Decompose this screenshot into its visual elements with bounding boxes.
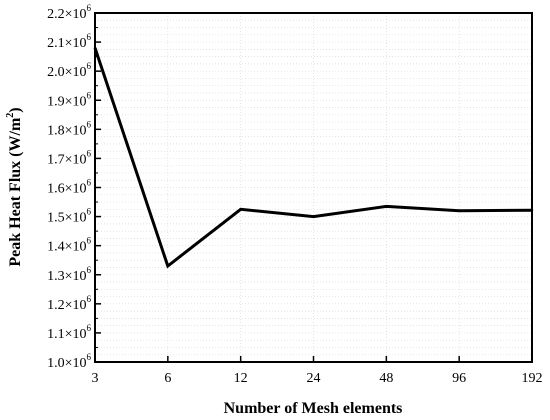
x-tick-label: 24 [307, 371, 321, 386]
y-tick-mantissa: 2.2×10 [47, 7, 86, 22]
y-tick-label: 2.1×106 [47, 32, 91, 51]
y-tick-mantissa: 1.6×10 [47, 182, 86, 197]
x-tick-label: 96 [452, 371, 466, 386]
x-tick-label: 48 [379, 371, 393, 386]
y-tick-label: 1.6×106 [47, 178, 91, 197]
y-axis: 1.0×1061.1×1061.2×1061.3×1061.4×1061.5×1… [47, 3, 101, 371]
data-point [239, 208, 242, 211]
y-tick-exponent: 6 [87, 236, 92, 246]
data-point [166, 264, 170, 268]
y-axis-title-text: Peak Heat Flux (W/m [7, 117, 24, 267]
y-tick-label: 1.1×106 [47, 323, 91, 342]
x-tick-label: 3 [92, 371, 99, 386]
y-tick-exponent: 6 [87, 3, 92, 13]
y-tick-exponent: 6 [87, 323, 92, 333]
y-tick-mantissa: 1.7×10 [47, 152, 86, 167]
y-tick-mantissa: 1.4×10 [47, 240, 86, 255]
y-axis-title: Peak Heat Flux (W/m2) [5, 107, 24, 266]
y-axis-title-close: ) [7, 107, 24, 112]
y-tick-label: 2.0×106 [47, 61, 91, 80]
y-tick-exponent: 6 [87, 90, 92, 100]
y-tick-exponent: 6 [87, 178, 92, 188]
y-tick-exponent: 6 [87, 119, 92, 129]
y-tick-mantissa: 1.2×10 [47, 298, 86, 313]
y-tick-exponent: 6 [87, 207, 92, 217]
y-tick-exponent: 6 [87, 352, 92, 362]
y-tick-label: 1.9×106 [47, 90, 91, 109]
y-tick-mantissa: 1.0×10 [47, 356, 86, 371]
y-tick-label: 1.5×106 [47, 207, 91, 226]
y-tick-mantissa: 1.8×10 [47, 123, 86, 138]
series-line [93, 47, 533, 269]
y-tick-label: 1.7×106 [47, 148, 91, 167]
y-tick-exponent: 6 [87, 294, 92, 304]
data-point [530, 208, 534, 212]
x-axis: 3 6 12 24 48 96 192 [92, 356, 543, 386]
x-tick-label: 192 [522, 371, 543, 386]
y-tick-mantissa: 1.5×10 [47, 211, 86, 226]
grid-lines [95, 13, 532, 362]
y-tick-mantissa: 2.0×10 [47, 65, 86, 80]
data-point [312, 215, 315, 218]
data-point [93, 46, 97, 50]
y-tick-label: 1.4×106 [47, 236, 91, 255]
y-tick-exponent: 6 [87, 265, 92, 275]
y-tick-mantissa: 2.1×10 [47, 36, 86, 51]
data-point [385, 205, 388, 208]
y-tick-label: 1.2×106 [47, 294, 91, 313]
series-layer [93, 46, 534, 269]
y-tick-mantissa: 1.9×10 [47, 94, 86, 109]
y-tick-mantissa: 1.1×10 [47, 327, 86, 342]
y-tick-label: 1.8×106 [47, 119, 91, 138]
y-tick-label: 1.3×106 [47, 265, 91, 284]
y-tick-exponent: 6 [87, 32, 92, 42]
y-tick-exponent: 6 [87, 148, 92, 158]
x-tick-label: 12 [234, 371, 248, 386]
y-tick-label: 2.2×106 [47, 3, 91, 22]
x-axis-title: Number of Mesh elements [224, 400, 403, 417]
y-tick-exponent: 6 [87, 61, 92, 71]
y-tick-label: 1.0×106 [47, 352, 91, 371]
data-point [457, 209, 461, 212]
y-axis-title-sup: 2 [5, 113, 16, 118]
y-tick-mantissa: 1.3×10 [47, 269, 86, 284]
x-tick-label: 6 [164, 371, 171, 386]
